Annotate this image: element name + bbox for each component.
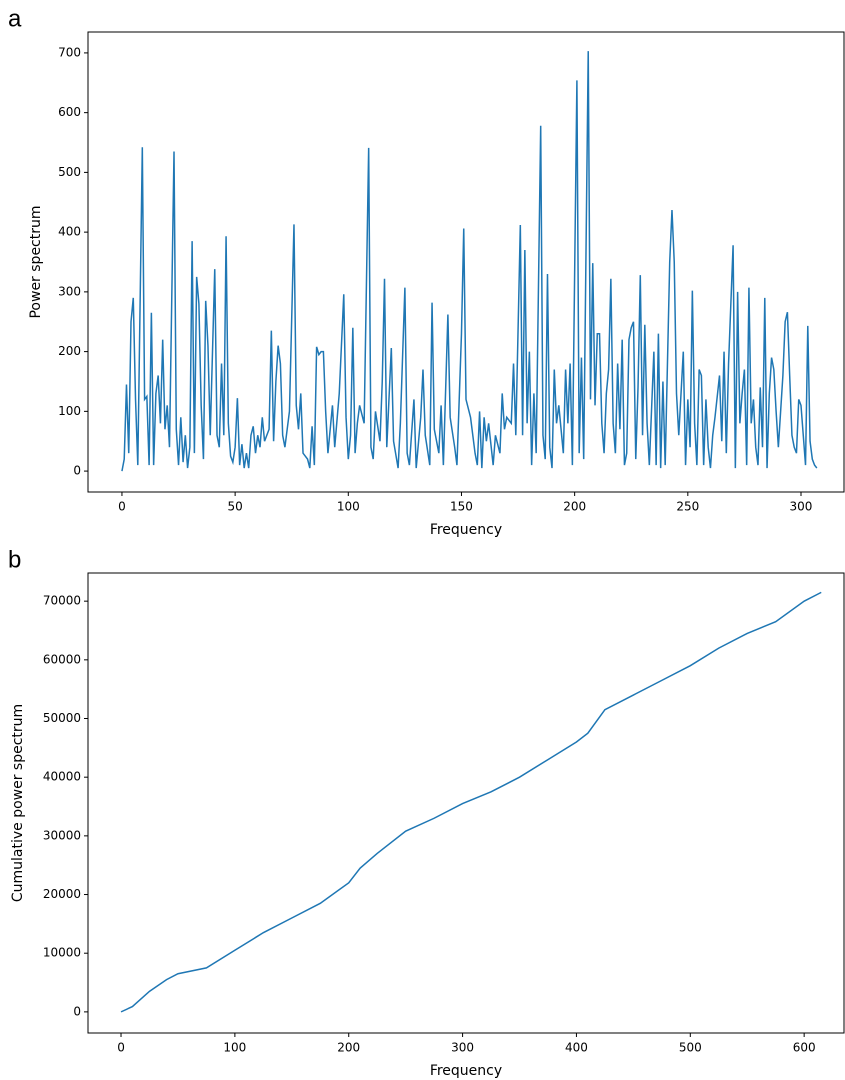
axes-frame	[87, 572, 845, 1034]
y-tick-label: 0	[73, 1004, 81, 1018]
x-tick-label: 500	[679, 1041, 702, 1055]
x-tick-label: 250	[676, 500, 699, 514]
y-tick-label: 40000	[43, 770, 81, 784]
x-tick-label: 400	[565, 1041, 588, 1055]
axes-frame	[87, 31, 845, 493]
y-axis-label: Cumulative power spectrum	[10, 704, 26, 902]
panel-label: a	[8, 5, 22, 32]
y-tick-label: 30000	[43, 828, 81, 842]
y-tick-label: 500	[58, 165, 81, 179]
y-axis-label: Power spectrum	[28, 205, 44, 318]
x-tick-label: 0	[118, 500, 126, 514]
x-tick-label: 300	[451, 1041, 474, 1055]
x-tick-label: 200	[563, 500, 586, 514]
y-tick-label: 70000	[43, 594, 81, 608]
x-tick-label: 600	[793, 1041, 816, 1055]
y-tick-label: 50000	[43, 711, 81, 725]
x-tick-label: 0	[117, 1041, 125, 1055]
y-tick-label: 60000	[43, 652, 81, 666]
x-tick-label: 100	[337, 500, 360, 514]
y-tick-label: 400	[58, 225, 81, 239]
x-tick-label: 150	[450, 500, 473, 514]
data-line	[121, 51, 818, 472]
x-tick-label: 50	[227, 500, 242, 514]
x-axis-label: Frequency	[430, 1063, 502, 1079]
y-tick-label: 300	[58, 284, 81, 298]
data-line	[120, 591, 822, 1013]
y-tick-label: 10000	[43, 946, 81, 960]
y-tick-label: 600	[58, 105, 81, 119]
x-tick-label: 300	[790, 500, 813, 514]
x-tick-label: 200	[337, 1041, 360, 1055]
y-tick-label: 20000	[43, 887, 81, 901]
x-axis-label: Frequency	[430, 522, 502, 538]
y-tick-label: 700	[58, 45, 81, 59]
y-tick-label: 0	[73, 464, 81, 478]
y-tick-label: 200	[58, 344, 81, 358]
y-tick-label: 100	[58, 404, 81, 418]
panel-label: b	[8, 546, 21, 573]
x-tick-label: 100	[223, 1041, 246, 1055]
